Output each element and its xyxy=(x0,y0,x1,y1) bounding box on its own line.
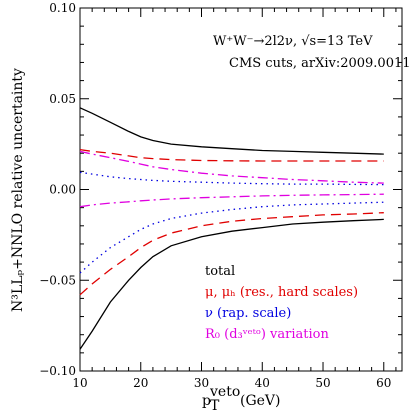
chart-subtitle: CMS cuts, arXiv:2009.00119 xyxy=(229,56,409,71)
x-tick-label: 30 xyxy=(194,376,209,390)
y-tick-label: 0.00 xyxy=(49,183,76,197)
y-tick-label: −0.10 xyxy=(39,364,76,378)
tick-labels: 10 20 30 40 50 60 −0.10 −0.05 0.00 0.05 0.10 xyxy=(39,1,391,390)
legend-entry-1: μ, μₕ (res., hard scales) xyxy=(205,285,358,300)
x-axis-title: p T veto (GeV) xyxy=(202,384,281,414)
series-0-lower-line xyxy=(79,218,384,350)
chart-title: W⁺W⁻→2l2ν, √s=13 TeV xyxy=(213,34,373,49)
series-2-lower-line xyxy=(79,201,384,274)
x-tick-label: 50 xyxy=(315,376,330,390)
series-1-upper-line xyxy=(79,148,384,162)
legend-entry-3: R₀ (d₃ᵛᵉᵗᵒ) variation xyxy=(205,327,329,342)
legend-entry-0: total xyxy=(205,264,235,279)
series-0-upper-line xyxy=(79,107,384,155)
x-tick-label: 40 xyxy=(255,376,270,390)
y-axis-title: N³LLₚ+NNLO relative uncertainty xyxy=(10,68,26,312)
series-2-upper-line xyxy=(79,171,384,186)
x-tick-label: 10 xyxy=(72,376,87,390)
y-tick-label: 0.10 xyxy=(49,1,76,15)
y-tick-label: −0.05 xyxy=(39,273,76,287)
legend: total μ, μₕ (res., hard scales) ν (rap. sc… xyxy=(205,264,358,342)
series-3-lower-line xyxy=(79,193,384,208)
y-tick-label: 0.05 xyxy=(49,92,76,106)
x-axis-title-sub: T xyxy=(210,398,220,414)
tick-marks xyxy=(79,7,402,372)
curves xyxy=(79,107,384,350)
x-axis-title-sup: veto xyxy=(209,384,240,400)
x-axis-title-main: p xyxy=(202,393,211,409)
legend-entry-2: ν (rap. scale) xyxy=(205,306,291,321)
x-axis-title-unit: (GeV) xyxy=(240,393,281,409)
series-3-upper-line xyxy=(79,150,384,184)
x-tick-label: 20 xyxy=(133,376,148,390)
series-1-lower-line xyxy=(79,212,384,296)
x-tick-label: 60 xyxy=(376,376,391,390)
